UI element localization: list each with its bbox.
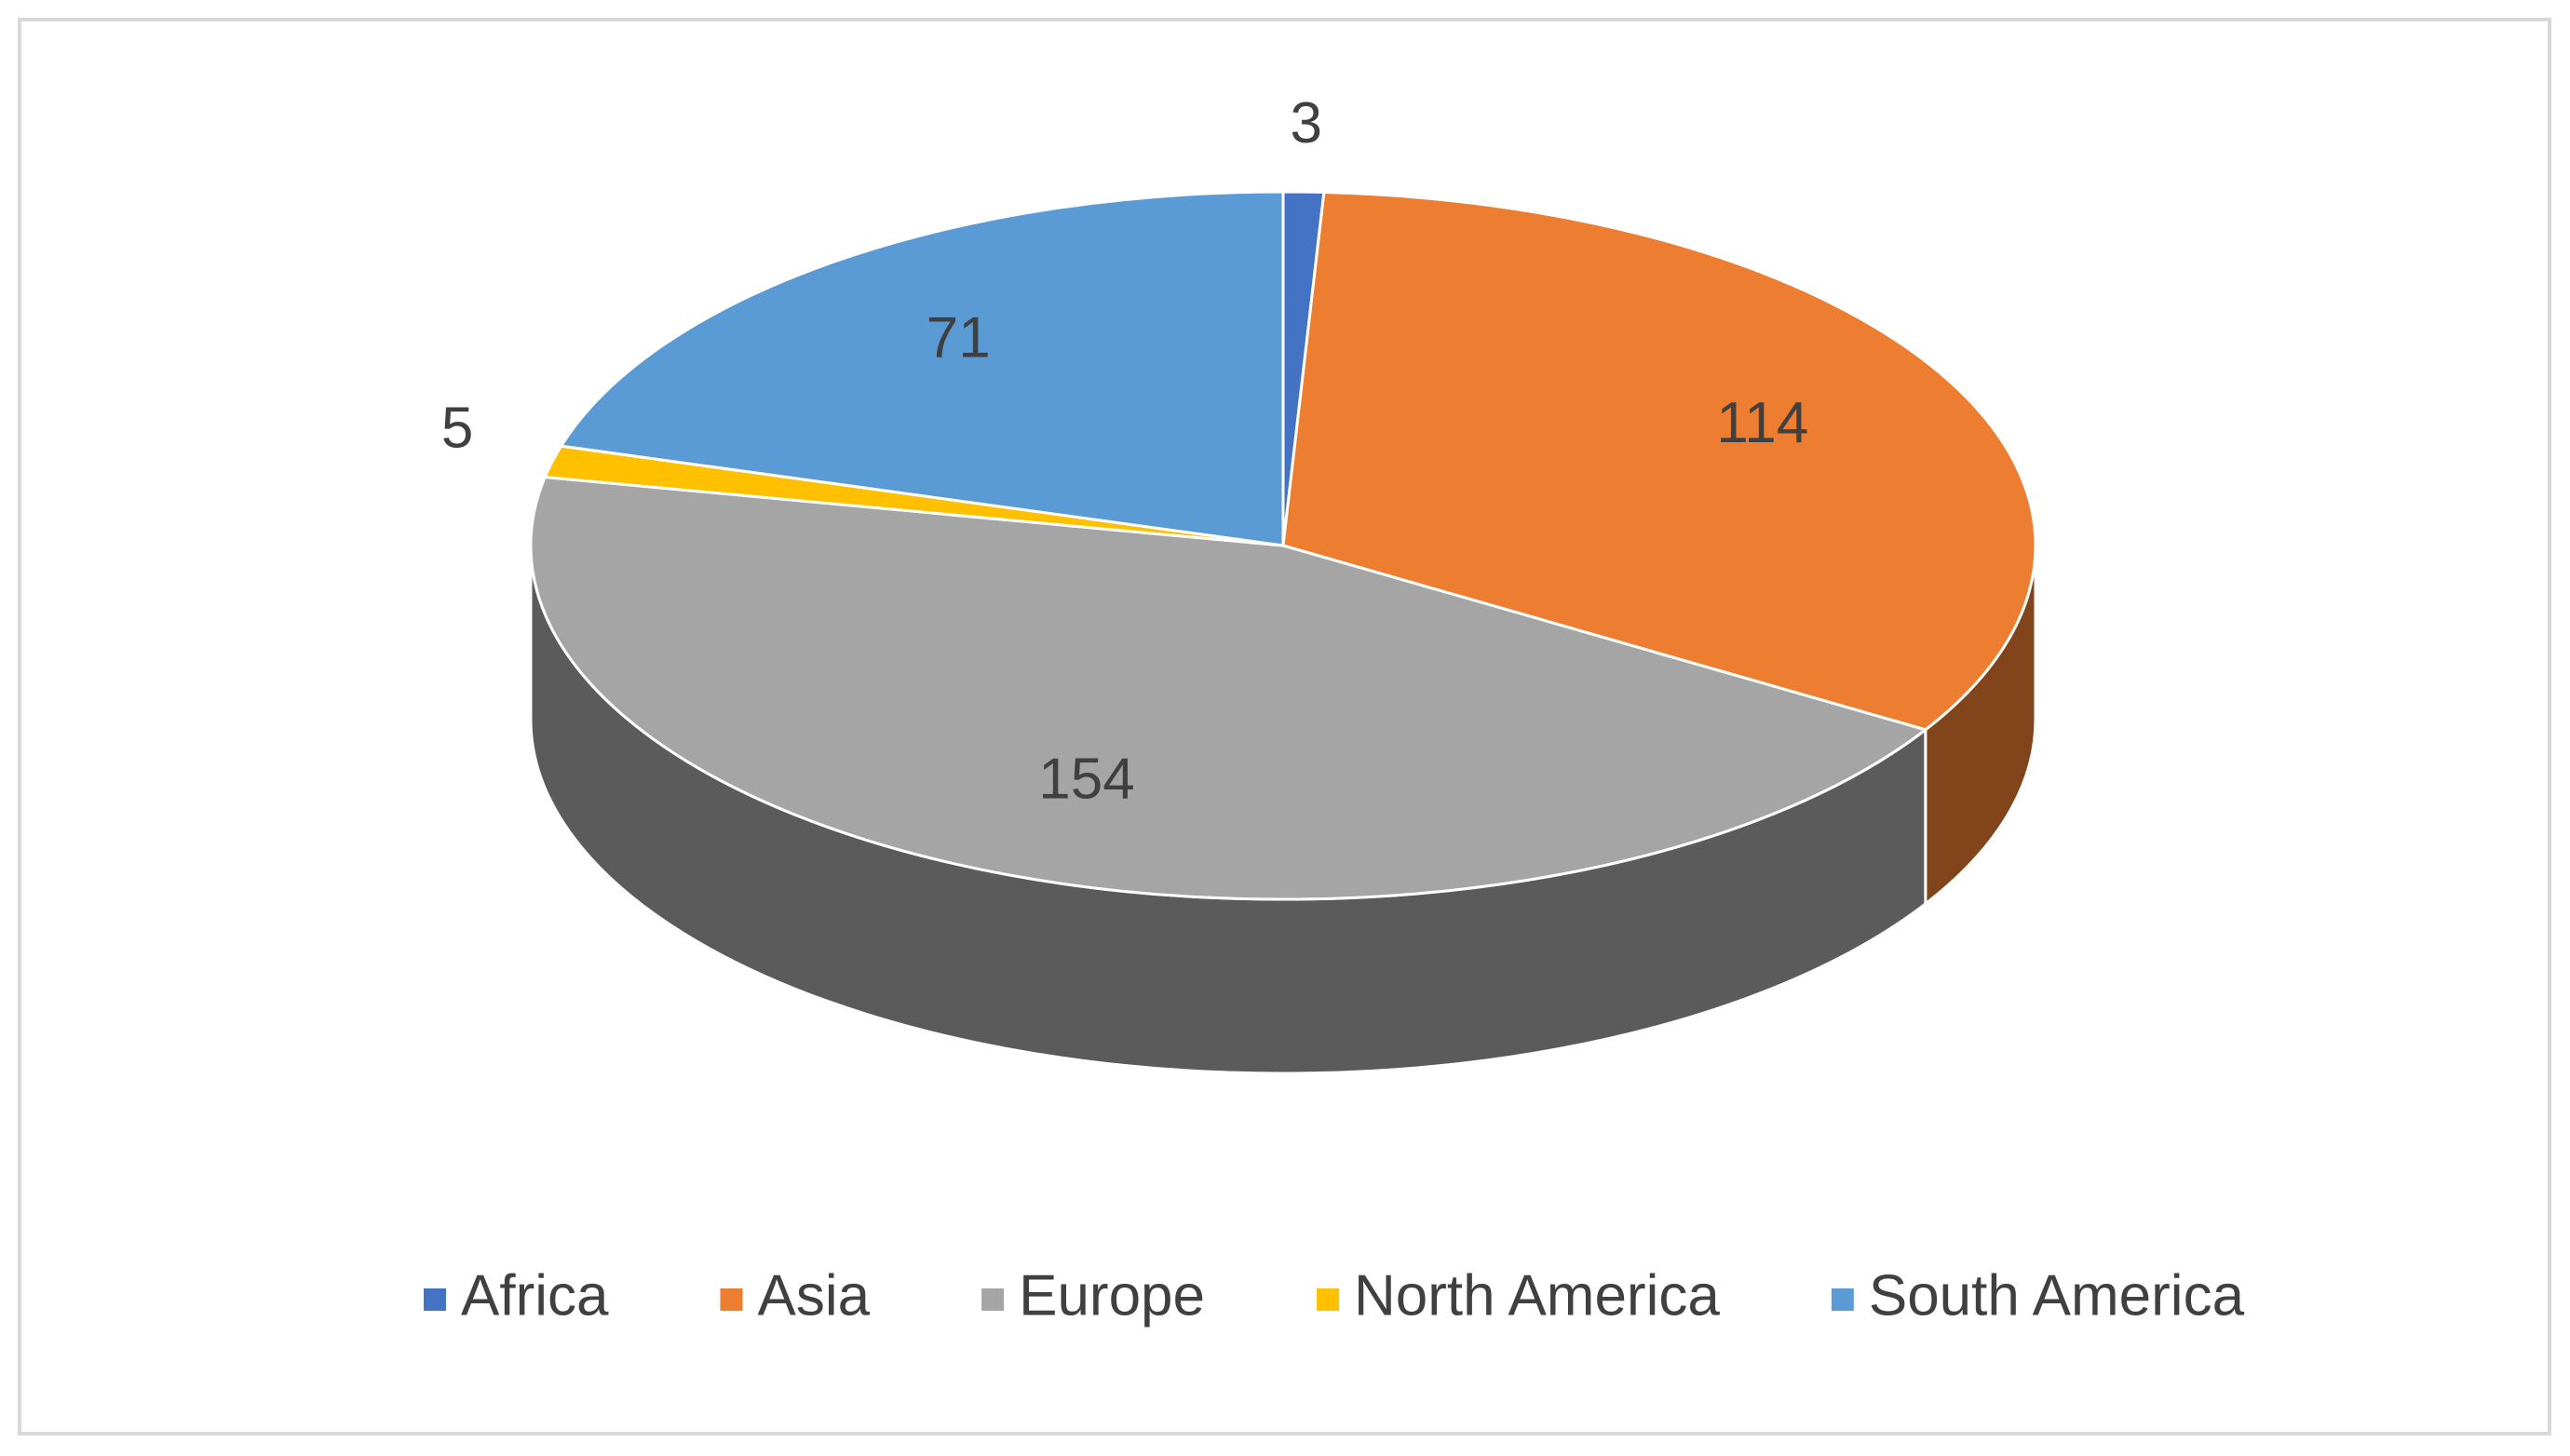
legend-label: Asia: [757, 1263, 870, 1328]
data-labels: 3 114 154 5 71: [441, 91, 1808, 811]
pie-slice: [559, 190, 1285, 547]
pie-tops: [529, 190, 2037, 901]
legend: Africa Asia Europe North America South Ameri…: [424, 1263, 2245, 1328]
pie-slice: [1281, 191, 2037, 732]
pie-slice: [529, 475, 1929, 901]
data-label: 5: [441, 396, 473, 460]
data-label: 154: [1038, 747, 1134, 811]
data-label: 114: [1716, 391, 1808, 455]
legend-marker: [1831, 1288, 1854, 1311]
legend-marker: [1317, 1288, 1340, 1311]
legend-marker: [424, 1288, 446, 1311]
legend-label: Europe: [1019, 1263, 1205, 1328]
legend-label: North America: [1354, 1263, 1720, 1328]
data-label: 3: [1291, 91, 1322, 155]
legend-label: Africa: [461, 1263, 609, 1328]
legend-label: South America: [1869, 1263, 2245, 1328]
data-label: 71: [927, 305, 991, 370]
legend-marker: [720, 1288, 743, 1311]
legend-marker: [981, 1288, 1005, 1311]
